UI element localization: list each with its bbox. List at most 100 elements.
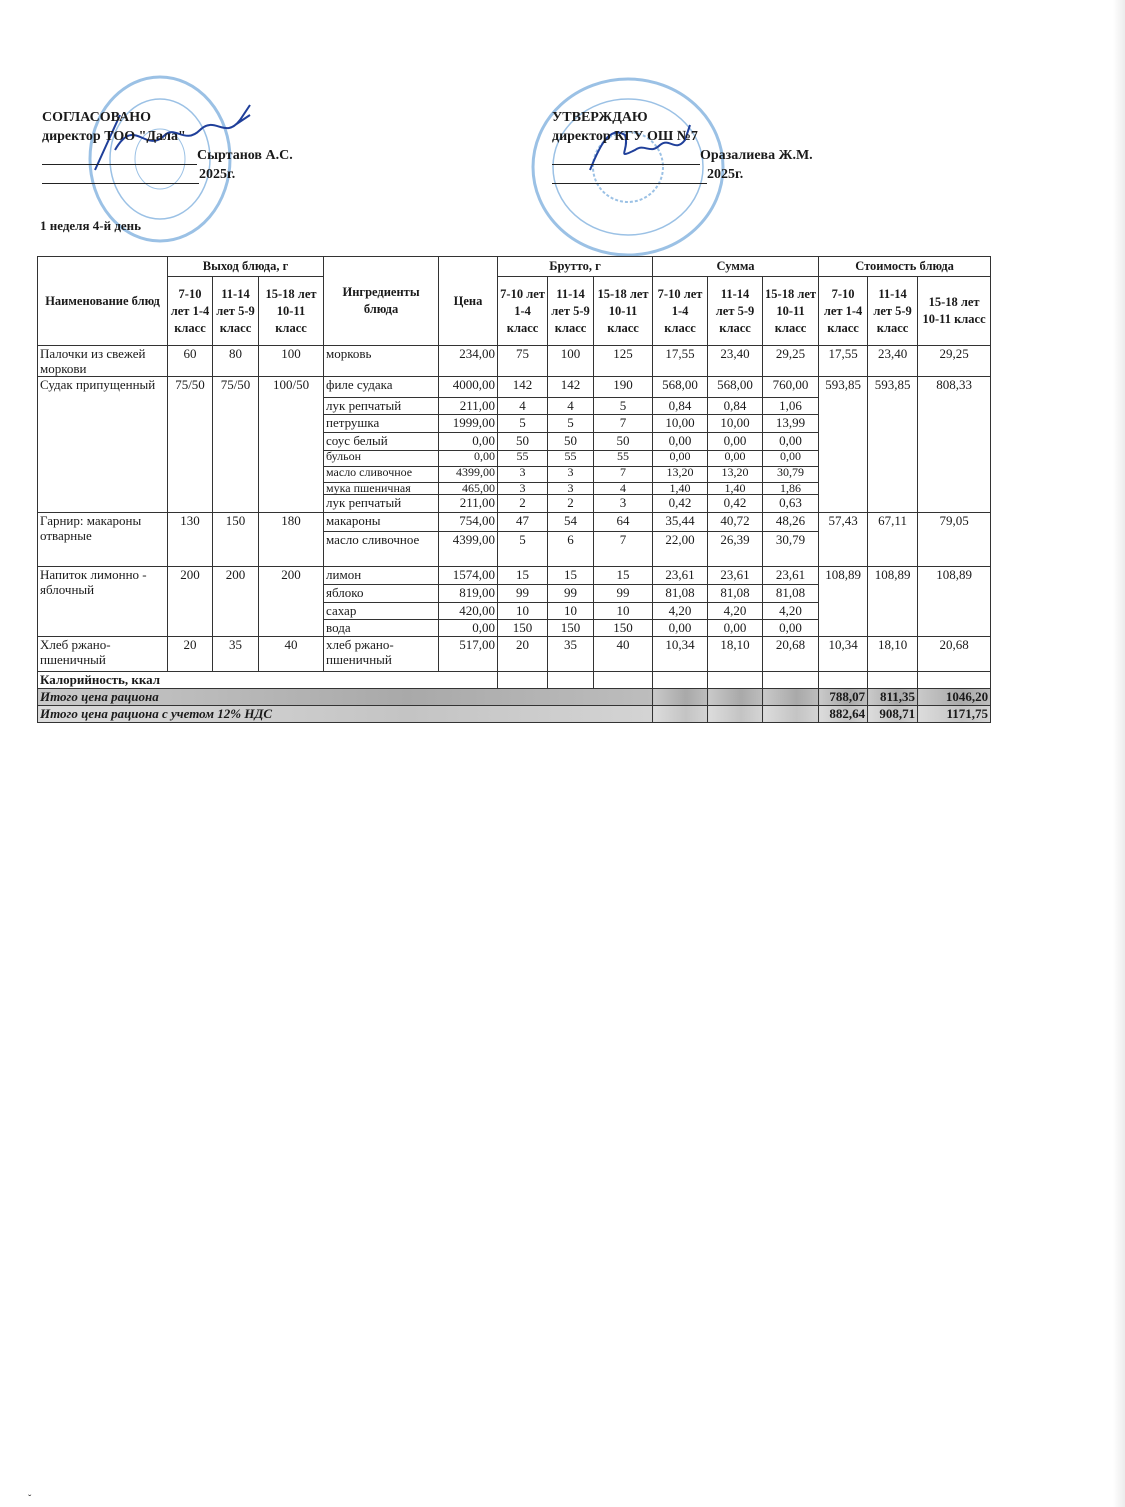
header-age-group: 11-14 лет 5-9 класс	[867, 276, 919, 346]
ingredient-name: бульон	[323, 450, 440, 467]
ingredient-name: лук репчатый	[323, 397, 440, 415]
ingredient-sum: 1,06	[762, 397, 820, 415]
date-line	[42, 169, 199, 184]
ingredient-sum: 23,61	[762, 566, 820, 585]
dish-yield: 130	[167, 512, 213, 567]
calories-label: Калорийность, ккал	[36, 671, 499, 689]
ingredient-name: вода	[323, 619, 440, 637]
gross-weight: 5	[497, 531, 549, 567]
gross-weight: 4	[497, 397, 549, 415]
header-age-group: 11-14 лет 5-9 класс	[547, 276, 595, 346]
ingredient-name: морковь	[323, 345, 440, 377]
total-label: Итого цена рациона	[36, 688, 653, 706]
gross-weight: 6	[547, 531, 595, 567]
gross-weight: 15	[593, 566, 654, 585]
signature-line	[552, 150, 700, 165]
header-age-group: 15-18 лет 10-11 класс	[593, 276, 654, 346]
ingredient-price: 754,00	[438, 512, 499, 532]
gross-weight: 10	[547, 602, 595, 620]
gross-weight: 10	[497, 602, 549, 620]
dish-cost: 808,33	[917, 376, 992, 513]
dish-yield: 35	[212, 636, 259, 672]
ingredient-sum: 0,00	[707, 619, 764, 637]
ingredient-price: 0,00	[438, 619, 499, 637]
dish-cost: 79,05	[917, 512, 992, 567]
gross-weight: 35	[547, 636, 595, 672]
gross-weight: 54	[547, 512, 595, 532]
ingredient-name: мука пшеничная	[323, 482, 440, 495]
dish-yield: 200	[257, 566, 325, 637]
dish-cost: 593,85	[818, 376, 869, 513]
table-row: соус белый 0,00 50 50 50 0,00 0,00 0,00	[38, 432, 991, 451]
ingredient-name: сахар	[323, 602, 440, 620]
ingredient-price: 234,00	[438, 345, 499, 377]
gross-weight: 4	[593, 482, 654, 495]
ingredient-name: хлеб ржано-пшеничный	[323, 636, 440, 672]
scan-mark: ˇ	[28, 1494, 32, 1505]
ingredient-sum: 1,40	[707, 482, 764, 495]
gross-weight: 150	[593, 619, 654, 637]
gross-weight: 100	[547, 345, 595, 377]
ingredient-sum: 30,79	[762, 531, 820, 567]
dish-cost: 18,10	[867, 636, 919, 672]
gross-weight: 64	[593, 512, 654, 532]
gross-weight: 99	[497, 584, 549, 603]
ingredient-sum: 18,10	[707, 636, 764, 672]
gross-weight: 40	[593, 636, 654, 672]
header-age-group: 11-14 лет 5-9 класс	[212, 276, 259, 346]
calories-row: Калорийность, ккал	[36, 671, 992, 689]
table-row: лук репчатый 211,00 4 4 5 0,84 0,84 1,06	[38, 397, 991, 415]
header-cost: Стоимость блюда	[818, 256, 992, 277]
ingredient-sum: 23,40	[707, 345, 764, 377]
calories-value	[762, 671, 820, 689]
gross-weight: 142	[547, 376, 595, 398]
ingredient-name: лук репчатый	[323, 494, 440, 513]
approval-block-left: СОГЛАСОВАНО директор ТОО "Дала" Сыртанов…	[42, 108, 293, 184]
ingredient-sum: 760,00	[762, 376, 820, 398]
approval-title: УТВЕРЖДАЮ	[552, 110, 648, 125]
gross-weight: 4	[547, 397, 595, 415]
gross-weight: 10	[593, 602, 654, 620]
header-age-group: 7-10 лет 1-4 класс	[497, 276, 549, 346]
dish-yield: 75/50	[212, 376, 259, 513]
approver-name: Оразалиева Ж.М.	[700, 148, 813, 163]
total-empty	[652, 688, 709, 706]
ingredient-price: 4399,00	[438, 531, 499, 567]
total-value: 908,71	[867, 705, 919, 723]
gross-weight: 142	[497, 376, 549, 398]
gross-weight: 7	[593, 466, 654, 483]
ingredient-sum: 0,00	[762, 432, 820, 451]
round-stamp-left	[88, 75, 232, 243]
ingredient-price: 211,00	[438, 397, 499, 415]
ingredient-price: 0,00	[438, 450, 499, 467]
header-price: Цена	[438, 256, 499, 346]
approval-block-right: УТВЕРЖДАЮ директор КГУ ОШ №7 Оразалиева …	[552, 108, 813, 184]
ingredient-sum: 81,08	[707, 584, 764, 603]
ingredient-sum: 81,08	[652, 584, 709, 603]
ingredient-sum: 30,79	[762, 466, 820, 483]
header-age-group: 15-18 лет 10-11 класс	[762, 276, 820, 346]
ingredient-sum: 22,00	[652, 531, 709, 567]
header-age-group: 7-10 лет 1-4 класс	[818, 276, 869, 346]
gross-weight: 150	[547, 619, 595, 637]
dish-cost: 29,25	[917, 345, 992, 377]
gross-weight: 2	[497, 494, 549, 513]
header-age-group: 7-10 лет 1-4 класс	[167, 276, 213, 346]
gross-weight: 50	[497, 432, 549, 451]
signature-left	[94, 104, 251, 171]
dish-yield: 80	[212, 345, 259, 377]
gross-weight: 7	[593, 414, 654, 433]
dish-cost: 17,55	[818, 345, 869, 377]
ingredient-price: 211,00	[438, 494, 499, 513]
gross-weight: 5	[547, 414, 595, 433]
gross-weight: 125	[593, 345, 654, 377]
ingredient-sum: 4,20	[652, 602, 709, 620]
ingredient-price: 4399,00	[438, 466, 499, 483]
header-sum: Сумма	[652, 256, 820, 277]
table-row: яблоко 819,00 99 99 99 81,08 81,08 81,08	[38, 584, 991, 603]
date-line	[552, 169, 707, 184]
dish-yield: 40	[257, 636, 325, 672]
header-gross: Брутто, г	[497, 256, 654, 277]
table-row: Судак припущенный 75/50 75/50 100/50 филе су…	[37, 376, 992, 513]
ingredient-price: 420,00	[438, 602, 499, 620]
